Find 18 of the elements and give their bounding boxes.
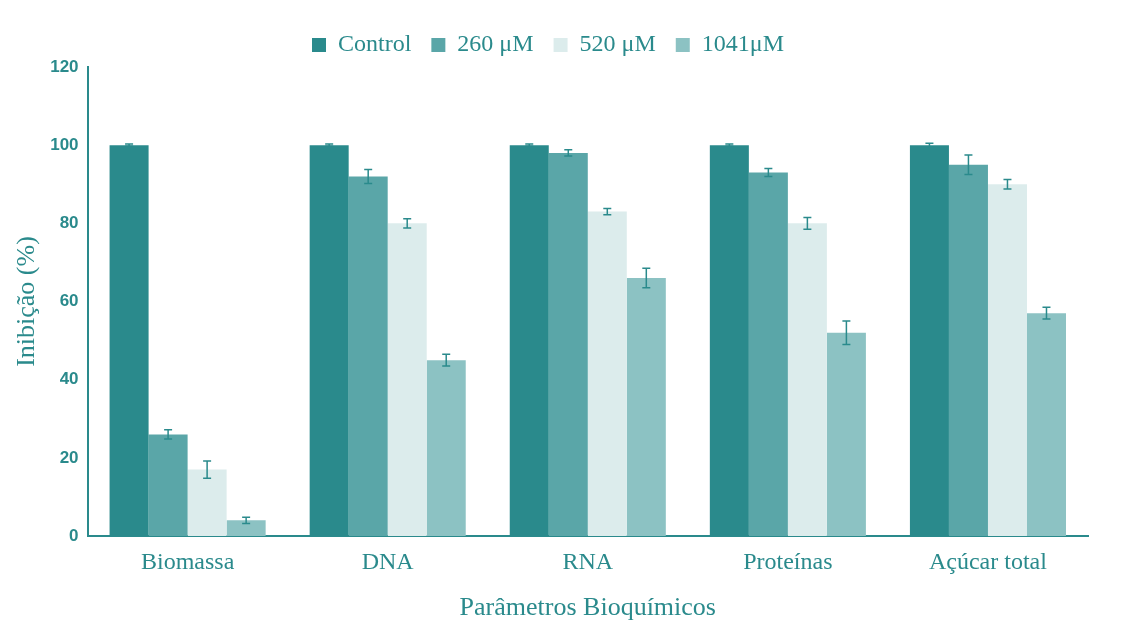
y-tick-label: 60 (59, 291, 79, 311)
legend-label: 520 μM (579, 30, 656, 57)
legend-label: 1041μM (701, 30, 784, 57)
x-axis-title: Parâmetros Bioquímicos (459, 592, 716, 622)
y-tick-label: 0 (69, 525, 79, 545)
x-tick-label: DNA (361, 547, 415, 574)
x-tick-label: Açúcar total (928, 547, 1048, 574)
y-tick-label: 80 (59, 213, 79, 233)
x-tick-label: Proteínas (743, 547, 833, 574)
y-axis-title: Inibição (%) (11, 236, 41, 367)
legend-label: Control (338, 30, 412, 57)
legend-label: 260 μM (457, 30, 534, 57)
y-tick-label: 120 (50, 56, 79, 76)
x-tick-label: Biomassa (140, 547, 235, 574)
y-tick-label: 100 (50, 134, 79, 154)
x-tick-label: RNA (562, 547, 614, 574)
y-tick-label: 40 (59, 369, 79, 389)
y-tick-label: 20 (59, 447, 79, 467)
